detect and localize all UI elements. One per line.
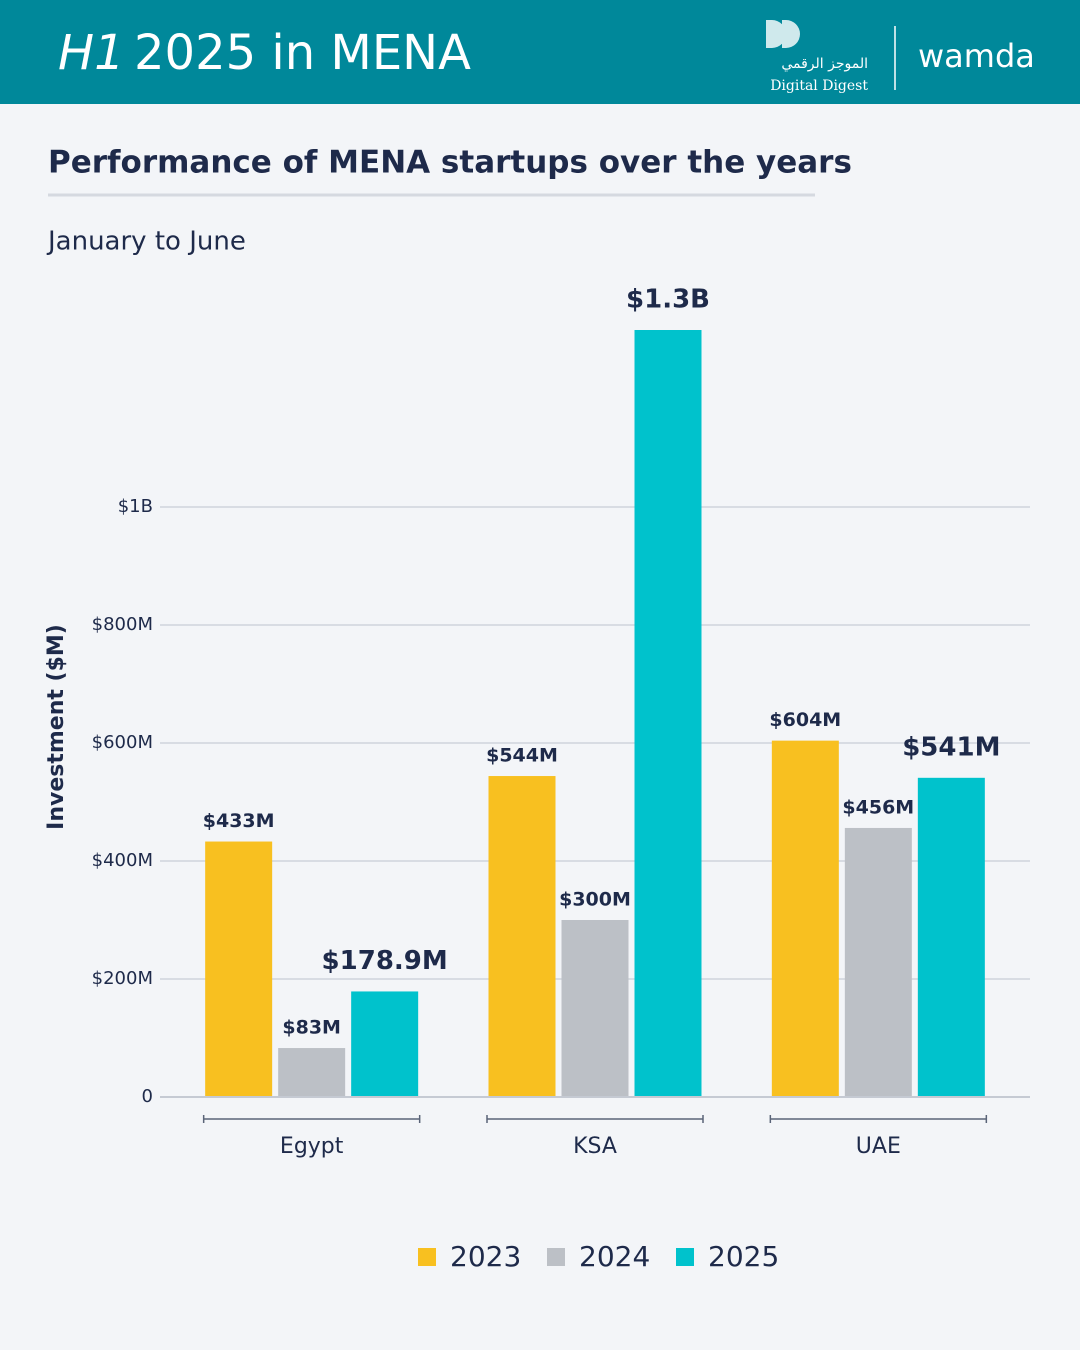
y-axis-label: Investment ($M) xyxy=(44,624,69,830)
y-tick-label: $1B xyxy=(118,496,153,517)
y-tick-label: $600M xyxy=(92,732,153,753)
data-label: $456M xyxy=(842,796,914,818)
data-label: $83M xyxy=(282,1017,341,1039)
bar xyxy=(351,991,419,1097)
data-label: $433M xyxy=(203,810,275,832)
bar xyxy=(917,777,985,1097)
legend-label: 2024 xyxy=(579,1240,650,1273)
y-tick-label: $400M xyxy=(92,850,153,871)
x-tick-label: Egypt xyxy=(280,1134,344,1159)
y-tick-label: $800M xyxy=(92,614,153,635)
chart-subtitle: January to June xyxy=(46,227,246,257)
bar xyxy=(205,841,273,1097)
header-title: 2025 in MENA xyxy=(134,25,471,81)
bar xyxy=(844,827,912,1097)
data-label: $541M xyxy=(902,732,1000,762)
legend-swatch xyxy=(418,1248,436,1266)
legend-swatch xyxy=(676,1248,694,1266)
bar xyxy=(488,776,556,1097)
header-bar xyxy=(0,0,1080,104)
logo-arabic: الموجز الرقمي xyxy=(781,56,868,72)
legend-swatch xyxy=(547,1248,565,1266)
brand: wamda xyxy=(918,37,1035,75)
logo-english: Digital Digest xyxy=(770,78,868,94)
y-tick-label: $200M xyxy=(92,968,153,989)
bar xyxy=(771,740,839,1097)
logo-icon xyxy=(766,20,800,48)
data-label: $1.3B xyxy=(626,285,710,315)
data-label: $300M xyxy=(559,889,631,911)
x-tick-label: KSA xyxy=(573,1134,617,1159)
data-label: $544M xyxy=(486,745,558,767)
bar xyxy=(561,920,629,1097)
header-title-italic: H1 xyxy=(58,25,125,81)
data-label: $604M xyxy=(769,709,841,731)
data-label: $178.9M xyxy=(322,946,448,976)
x-tick-label: UAE xyxy=(856,1134,901,1159)
bar xyxy=(634,330,702,1097)
legend-label: 2025 xyxy=(708,1240,779,1273)
chart-title: Performance of MENA startups over the ye… xyxy=(48,145,852,181)
bar xyxy=(278,1048,346,1097)
legend-label: 2023 xyxy=(450,1240,521,1273)
y-tick-label: 0 xyxy=(142,1086,153,1107)
